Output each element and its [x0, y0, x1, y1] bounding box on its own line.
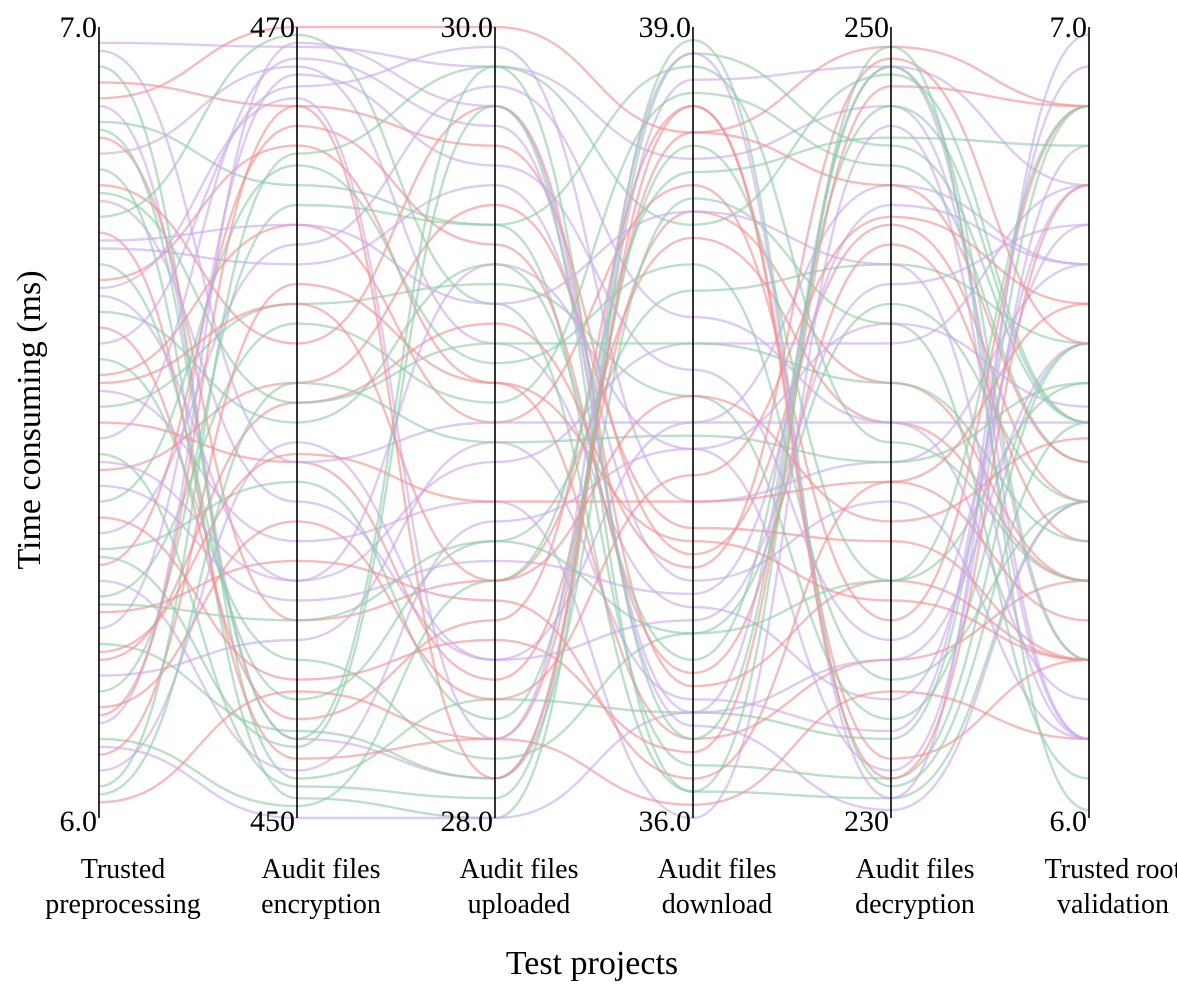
axis-category-label: Audit files	[658, 854, 777, 885]
record-line	[98, 85, 1090, 701]
y-axis-title: Time consuming (ms)	[11, 270, 48, 569]
records-layer	[98, 25, 1090, 820]
record-line	[98, 45, 1090, 812]
axis-tick-min: 6.0	[1050, 805, 1088, 838]
record-line	[98, 65, 1090, 788]
record-line	[98, 302, 1090, 654]
record-line	[98, 302, 1090, 582]
axis-tick-max: 39.0	[639, 11, 692, 44]
axis-tick-min: 450	[250, 805, 295, 838]
axis-category-label: Audit files	[856, 854, 975, 885]
axis-tick-max: 250	[844, 11, 889, 44]
record-line	[98, 690, 1090, 807]
record-line	[98, 164, 1090, 681]
axis-tick-min: 230	[844, 805, 889, 838]
record-line	[98, 45, 1090, 503]
axis-tick-max: 470	[250, 11, 295, 44]
record-line	[98, 104, 1090, 780]
axis-tick-min: 28.0	[441, 805, 494, 838]
axis-tick-max: 7.0	[1050, 11, 1088, 44]
record-line	[98, 144, 1090, 772]
axis-category-label: Audit files	[262, 854, 381, 885]
record-line	[98, 144, 1090, 721]
axes-layer: 7.0 6.0 Trusted preprocessing 470 450 Audit fi…	[45, 11, 1177, 920]
record-line	[98, 342, 1090, 820]
axis-tick-min: 36.0	[639, 805, 692, 838]
axis-category-label: validation	[1057, 889, 1169, 920]
record-line	[98, 263, 1090, 582]
axis-category-label: decryption	[855, 889, 975, 920]
record-line	[98, 91, 1090, 598]
axis-tick-max: 30.0	[441, 11, 494, 44]
record-line	[98, 282, 1090, 756]
x-axis-title: Test projects	[506, 945, 678, 982]
record-line	[98, 65, 1090, 693]
record-line	[98, 184, 1090, 582]
axis-category-label: download	[662, 889, 772, 920]
record-line	[98, 33, 1090, 800]
axis-tick-max: 7.0	[60, 11, 98, 44]
axis-tick-min: 6.0	[60, 805, 98, 838]
record-line	[98, 25, 1090, 464]
axis-category-label: uploaded	[468, 889, 571, 920]
axis-category-label: Trusted root	[1045, 854, 1177, 885]
axis-category-label: preprocessing	[45, 889, 201, 920]
record-line	[98, 57, 1090, 661]
record-line	[98, 41, 1090, 812]
axis-category-label: Audit files	[460, 854, 579, 885]
axis-category-label: Trusted	[81, 854, 166, 885]
record-line	[98, 65, 1090, 741]
axis-category-label: encryption	[261, 889, 381, 920]
record-line	[98, 203, 1090, 602]
